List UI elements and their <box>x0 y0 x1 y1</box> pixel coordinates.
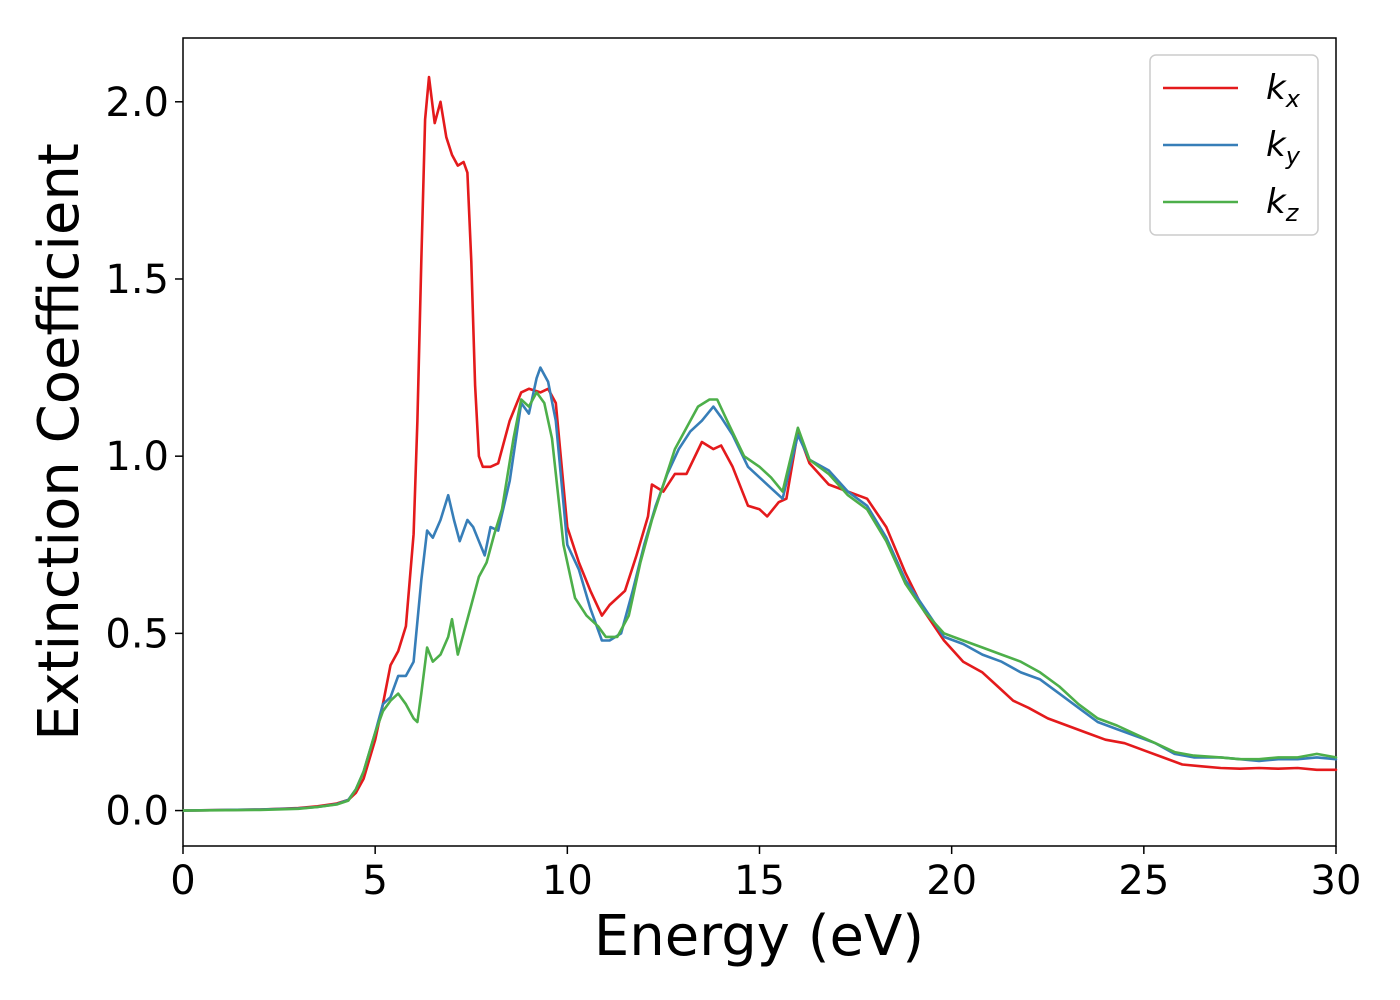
x-tick-label: 25 <box>1118 858 1169 904</box>
series-line-k-z <box>181 391 1338 812</box>
x-tick-label: 0 <box>170 858 195 904</box>
y-tick-label: 0.5 <box>105 611 169 657</box>
x-tick-label: 5 <box>362 858 387 904</box>
legend-label-k-y: ky <box>1266 125 1301 170</box>
legend-label-k-z: kz <box>1266 182 1300 227</box>
x-tick-label: 30 <box>1311 858 1362 904</box>
x-axis-label: Energy (eV) <box>594 904 924 969</box>
y-axis-label: Extinction Coefficient <box>27 143 92 741</box>
x-tick-label: 10 <box>542 858 593 904</box>
x-axis-ticks: 0 5 10 15 20 25 30 <box>170 846 1361 904</box>
series-line-k-x <box>181 75 1338 812</box>
y-tick-label: 1.5 <box>105 257 169 303</box>
legend-label-k-x: kx <box>1266 68 1301 113</box>
x-tick-label: 15 <box>734 858 785 904</box>
y-tick-label: 2.0 <box>105 80 169 126</box>
y-tick-label: 0.0 <box>105 789 169 835</box>
series-layer <box>181 75 1338 812</box>
legend: kx ky kz <box>1149 54 1319 236</box>
y-axis-ticks: 0.0 0.5 1.0 1.5 2.0 <box>105 80 183 835</box>
y-tick-label: 1.0 <box>105 434 169 480</box>
x-tick-label: 20 <box>926 858 977 904</box>
